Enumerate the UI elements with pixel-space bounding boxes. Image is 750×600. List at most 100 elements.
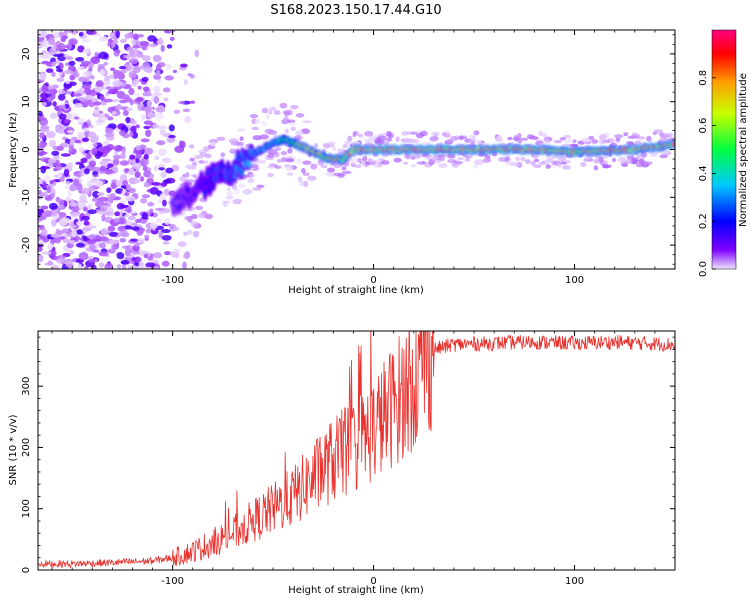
colorbar-ticks: 0.0 0.2 0.4 0.6 0.8 [698, 70, 716, 277]
spectrogram-cell [106, 204, 111, 208]
spectrogram-cell [71, 30, 77, 35]
spectrogram-cell [149, 208, 154, 214]
spectrogram-cell [249, 113, 259, 119]
spectrogram-cell [623, 132, 629, 137]
spectrogram-cell [209, 141, 216, 147]
spectrogram-cell [157, 148, 167, 157]
spectrogram-cell [147, 35, 157, 42]
spectrogram-cell [451, 162, 458, 167]
spectrogram-cell [153, 85, 161, 94]
spectrogram-cell [82, 48, 91, 54]
spectrogram-cell [279, 102, 288, 109]
spectrogram-cell [38, 41, 45, 48]
spectrogram-cell [653, 129, 664, 134]
spectrogram-cell [134, 92, 140, 97]
spectrogram-cell [267, 172, 274, 178]
spectrogram-cell [94, 112, 101, 118]
spectrogram-cell [160, 182, 168, 187]
spectrogram-cell [416, 161, 427, 165]
spectrogram-cell [133, 178, 141, 184]
spectrogram-cell [410, 138, 415, 143]
spectrogram-cell [56, 145, 64, 151]
spectrogram-cell [226, 187, 231, 192]
spectrogram-cell [220, 152, 226, 157]
spectrogram-cell [58, 43, 66, 51]
spectrogram-cell [56, 77, 65, 83]
spectrogram-cell [71, 205, 80, 213]
spectrogram-cell [410, 163, 417, 168]
spectrogram-cell [194, 49, 199, 58]
spectrogram-cell [41, 251, 52, 255]
spectrogram-cell [113, 218, 120, 223]
colorbar-tick-label: 0.6 [698, 118, 709, 134]
spectrogram-cell [38, 208, 45, 214]
spectrogram-cell [104, 113, 110, 118]
spectrogram-cell [47, 243, 54, 250]
spectrogram-cell [584, 156, 592, 161]
spectrogram-cell [191, 161, 198, 167]
spectrogram-cell [52, 101, 57, 107]
snr-x-label: Height of straight line (km) [288, 585, 424, 596]
spectrogram-cell [159, 129, 166, 136]
spectrogram-cell [163, 97, 169, 102]
spectrogram-cell [248, 173, 255, 178]
x-tick-label: 0 [370, 275, 376, 286]
spectrogram-cell [446, 138, 455, 143]
spectrogram-cell [142, 91, 152, 97]
spectrogram-cell [342, 144, 348, 149]
spectrogram-cell [48, 37, 56, 45]
spectrogram-cell [157, 125, 167, 131]
spectrogram-cell [100, 95, 105, 102]
spectrogram-cell [76, 221, 83, 226]
spectrogram-cell [542, 132, 547, 138]
spectrogram-cell [43, 191, 48, 198]
spectrogram-cell [229, 148, 237, 154]
spectrogram-cell [128, 70, 137, 79]
spectrogram-cell [161, 234, 172, 241]
spectrogram-cell [267, 152, 275, 159]
spectrogram-cell [59, 176, 65, 182]
spectrogram-cell [121, 263, 127, 269]
spectrogram-cell [121, 245, 130, 250]
colorbar: 0.0 0.2 0.4 0.6 0.8 Normalized spectral ampl… [698, 29, 749, 277]
spectrogram-cell [256, 184, 265, 188]
spectrogram-cell [166, 63, 171, 71]
spectrogram-cell [39, 72, 47, 81]
spectrogram-cell [86, 235, 97, 239]
spectrogram-cell [101, 214, 106, 222]
spectrogram-cell [71, 230, 78, 238]
spectrogram-cell [529, 136, 539, 140]
spectrogram-cell [112, 80, 123, 88]
spectrogram-cell [73, 139, 82, 144]
spectrogram-cell [184, 164, 195, 169]
snr-frame [37, 330, 676, 571]
spectrogram-cell [77, 118, 85, 123]
spectrogram-cell [562, 165, 571, 170]
spectrogram-cell [119, 129, 126, 137]
spectrogram-cell [39, 141, 47, 149]
spectrogram-cell [504, 156, 510, 162]
spectrogram-cell [107, 88, 118, 95]
spectrogram-cell [93, 101, 102, 106]
spectrogram-cell [421, 141, 431, 146]
spectrogram-cell [41, 85, 49, 93]
spectrogram-cell [146, 99, 152, 108]
spectrogram-cell [73, 116, 80, 120]
spectrogram-cell [64, 69, 74, 75]
spectrogram-cell [194, 154, 204, 160]
spectrogram-cell [190, 221, 199, 227]
spectrogram-cell [557, 161, 562, 168]
spectrogram-cell [626, 141, 634, 145]
spectrogram-cell [143, 253, 149, 259]
spectrogram-cell [58, 199, 65, 207]
spectrogram-cell [89, 243, 96, 251]
spectrogram-cell [52, 264, 60, 269]
spectrogram-cell [145, 262, 156, 268]
spectrogram-cell [73, 71, 80, 78]
spectrogram-cell [59, 204, 65, 209]
spectrogram-cell [132, 44, 140, 49]
snr-series-line [38, 331, 675, 569]
spectrogram-cell [180, 63, 188, 68]
spectrogram-cell [261, 120, 266, 126]
spectrogram-cell [98, 262, 105, 268]
